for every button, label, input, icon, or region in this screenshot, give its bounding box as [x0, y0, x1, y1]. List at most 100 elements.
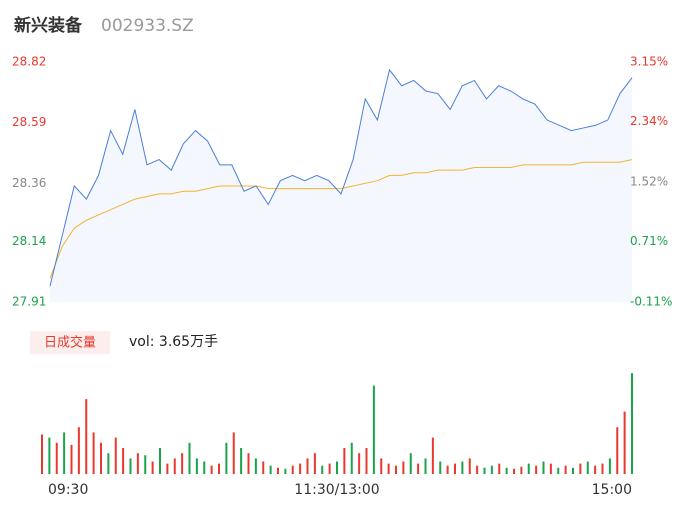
- y2-tick-label: -0.11%: [630, 295, 672, 309]
- volume-bar: [454, 463, 456, 474]
- volume-bar: [41, 434, 43, 474]
- volume-bar: [218, 463, 220, 474]
- volume-bar: [100, 442, 102, 474]
- volume-bar: [269, 465, 272, 474]
- volume-bar: [424, 458, 427, 474]
- volume-bar: [476, 465, 479, 474]
- volume-bar: [343, 448, 346, 474]
- volume-bar: [313, 453, 316, 474]
- volume-bar: [240, 448, 243, 474]
- volume-bar: [490, 465, 493, 474]
- y2-tick-label: 2.34%: [630, 114, 668, 128]
- x-tick-label: 09:30: [48, 482, 88, 498]
- volume-bar: [195, 458, 198, 474]
- volume-bar: [431, 437, 434, 474]
- y-tick-label: 28.36: [12, 176, 46, 190]
- volume-bar: [85, 399, 88, 474]
- volume-bar: [299, 463, 302, 474]
- volume-bar: [409, 453, 412, 474]
- volume-bar: [380, 458, 383, 474]
- volume-bar: [284, 468, 287, 474]
- volume-bar: [336, 461, 338, 474]
- volume-bar: [159, 448, 161, 474]
- volume-bar: [129, 458, 132, 474]
- volume-bar: [166, 463, 169, 474]
- average-line: [49, 159, 633, 279]
- volume-bar: [542, 461, 545, 474]
- volume-bar: [468, 458, 471, 474]
- volume-bar: [306, 458, 309, 474]
- volume-bar: [564, 465, 567, 474]
- volume-bar: [225, 442, 228, 474]
- volume-tag-bg: [30, 331, 110, 354]
- volume-bar: [321, 465, 324, 474]
- x-tick-label: 11:30/13:00: [294, 482, 379, 498]
- volume-bar: [387, 463, 390, 474]
- volume-bar: [48, 437, 51, 474]
- volume-bar: [616, 427, 619, 474]
- y-tick-label: 28.14: [12, 234, 46, 248]
- volume-bar: [365, 448, 368, 474]
- volume-bar: [439, 461, 442, 474]
- volume-bar: [483, 467, 486, 474]
- volume-bar: [107, 453, 110, 474]
- y-tick-label: 28.82: [12, 55, 46, 69]
- volume-bar: [247, 453, 250, 474]
- volume-bar: [210, 465, 213, 474]
- y-tick-label: 28.59: [12, 115, 46, 129]
- volume-tag: 日成交量: [44, 335, 96, 351]
- volume-bar: [557, 467, 560, 474]
- volume-bar: [601, 463, 604, 474]
- volume-bar: [181, 453, 184, 474]
- stock-code: 002933.SZ: [101, 16, 194, 36]
- volume-bar: [631, 373, 633, 474]
- volume-bar: [70, 444, 73, 474]
- volume-bar: [77, 427, 80, 474]
- volume-bar: [520, 466, 523, 474]
- volume-bar: [350, 442, 353, 474]
- volume-bar: [291, 465, 294, 474]
- volume-bar: [232, 432, 235, 474]
- y2-tick-label: 3.15%: [630, 55, 668, 69]
- volume-bar: [262, 461, 265, 474]
- volume-bar: [114, 437, 117, 474]
- volume-bar: [608, 458, 611, 474]
- volume-bar: [144, 455, 147, 474]
- volume-bar: [151, 461, 154, 474]
- volume-bar: [498, 463, 501, 474]
- volume-bar: [92, 432, 95, 474]
- volume-bar: [505, 467, 508, 474]
- volume-bar: [402, 461, 405, 474]
- x-tick-label: 15:00: [592, 482, 632, 498]
- volume-bar: [623, 411, 626, 474]
- volume-bar: [136, 453, 139, 474]
- volume-bar: [572, 467, 574, 474]
- volume-bar: [395, 465, 397, 474]
- volume-summary: vol: 3.65万手: [129, 334, 218, 350]
- volume-bar: [527, 463, 530, 474]
- volume-bar: [417, 463, 420, 474]
- volume-bar: [446, 465, 449, 474]
- volume-bar: [461, 461, 464, 474]
- volume-bar: [55, 442, 58, 474]
- volume-bar: [277, 467, 279, 474]
- volume-bar: [254, 458, 257, 474]
- price-line: [49, 68, 633, 287]
- volume-bar: [535, 465, 538, 474]
- volume-bar: [579, 463, 582, 474]
- volume-bar: [594, 465, 597, 474]
- volume-bar: [63, 432, 66, 474]
- y2-tick-label: 1.52%: [630, 175, 668, 189]
- y-tick-label: 27.91: [12, 295, 46, 309]
- volume-bar: [586, 461, 589, 474]
- stock-name: 新兴装备: [14, 15, 83, 36]
- volume-bar: [188, 442, 191, 474]
- y2-tick-label: 0.71%: [630, 234, 668, 248]
- volume-bar: [549, 463, 552, 474]
- volume-bar: [372, 385, 375, 474]
- volume-bar: [203, 461, 206, 474]
- price-area: [50, 69, 632, 303]
- volume-bar: [173, 458, 176, 474]
- volume-bar: [328, 463, 331, 474]
